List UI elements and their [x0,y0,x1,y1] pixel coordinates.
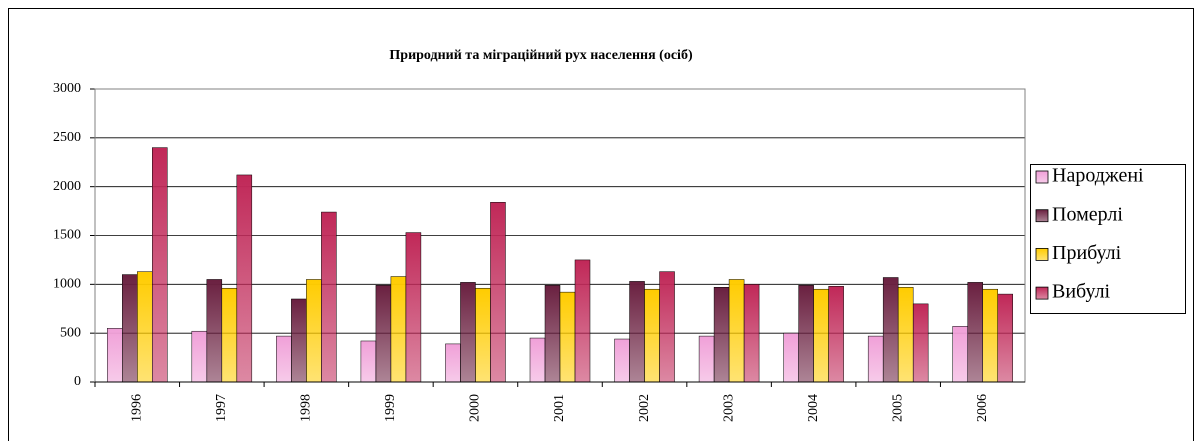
bar [360,340,377,383]
legend-swatch [1035,286,1049,300]
bar [798,285,814,383]
y-tick-label: 2000 [53,179,81,194]
y-tick-label: 1000 [53,277,81,292]
legend [1030,164,1186,314]
x-tick-label: 2006 [975,394,990,422]
x-tick-label: 1997 [214,394,229,422]
chart-title: Природний та міграційний рух населення (… [389,48,693,63]
bar [321,211,337,383]
x-tick-label: 2004 [806,394,821,422]
x-tick-label: 2002 [637,394,652,422]
y-tick-label: 0 [74,374,81,389]
x-tick-label: 2003 [721,394,736,422]
x-tick-label: 1996 [129,394,144,422]
bar [475,287,491,383]
bar [236,174,253,383]
bar [659,271,675,383]
y-tick-label: 1500 [53,228,81,243]
bar [783,332,799,383]
bar [982,288,998,383]
bar [529,337,546,383]
legend-swatch [1035,170,1049,184]
bar [306,279,322,383]
bar [897,287,914,383]
bar [713,287,730,383]
y-tick-label: 2500 [53,130,81,145]
bar [291,298,307,383]
legend-swatch [1035,247,1049,261]
x-tick-label: 1998 [299,394,314,422]
x-tick-label: 2005 [890,394,905,422]
bar [191,330,208,383]
legend-label: Народжені [1052,165,1144,187]
bar [952,326,968,383]
y-tick-label: 500 [60,325,81,340]
chart-frame [8,8,1194,441]
x-tick-label: 1999 [383,394,398,422]
bar [276,335,292,383]
x-tick-label: 2001 [552,394,567,422]
bar [137,271,153,383]
x-tick-label: 2000 [468,394,483,422]
legend-swatch [1035,209,1049,223]
bar [882,277,899,383]
bar [221,287,238,383]
bar [614,338,630,383]
bar [206,279,223,383]
y-tick-label: 3000 [53,81,81,96]
bar [743,284,760,383]
bar [967,282,983,383]
bar [375,285,392,383]
bar [813,288,829,383]
bar [107,328,123,383]
bar [728,279,745,383]
bar [544,285,561,383]
bar [644,288,660,383]
legend-label: Померлі [1052,203,1123,225]
bar [867,335,884,383]
bar [828,286,844,383]
bar [912,303,929,383]
bar [997,293,1013,383]
bar [405,232,422,383]
bar [559,291,576,383]
bar [152,147,168,383]
bar [698,335,715,383]
bar [445,343,461,383]
bar [460,282,476,383]
bar [629,281,645,383]
bar [490,202,506,383]
bar [122,274,138,383]
bar [574,259,591,383]
legend-label: Прибулі [1052,242,1122,264]
legend-label: Вибулі [1052,281,1111,303]
bar [390,276,407,383]
